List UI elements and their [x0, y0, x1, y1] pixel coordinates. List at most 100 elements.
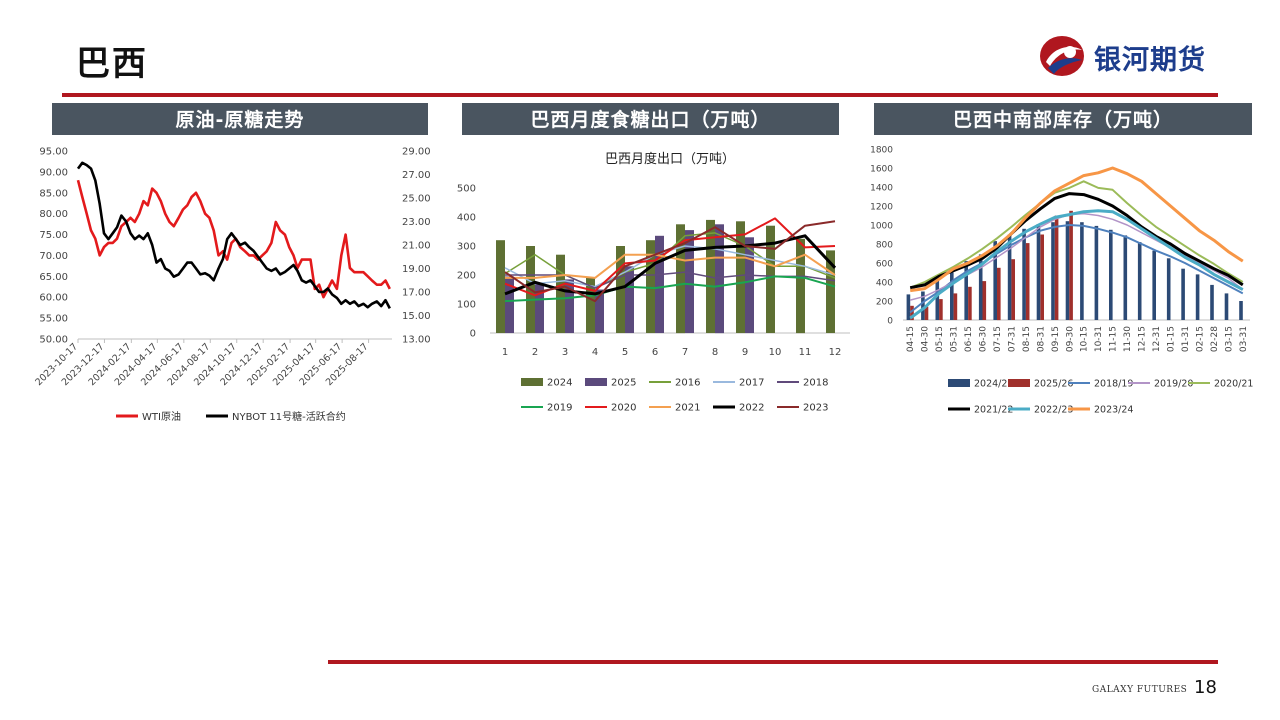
- x-tick-label: 9: [742, 347, 748, 358]
- legend-label: 2016: [675, 378, 700, 389]
- bar: [616, 246, 625, 333]
- x-tick-label: 12-31: [1152, 326, 1162, 352]
- x-tick-label: 07-15: [993, 326, 1003, 352]
- bar: [950, 272, 954, 320]
- bar: [993, 241, 997, 320]
- x-tick-label: 06-15: [964, 326, 974, 352]
- bar: [595, 289, 604, 333]
- x-tick-label: 05-31: [950, 326, 960, 352]
- bar: [1036, 224, 1041, 320]
- y-tick-label: 200: [876, 298, 893, 308]
- y-left-tick-label: 90.00: [39, 167, 68, 178]
- legend-label: 2022/23: [1034, 405, 1073, 416]
- x-tick-label: 10-31: [1094, 326, 1104, 352]
- panel-header-oil-sugar: 原油-原糖走势: [52, 103, 428, 135]
- y-right-tick-label: 29.00: [402, 147, 431, 158]
- legend-label: 2019: [547, 403, 572, 414]
- bar: [1224, 293, 1229, 320]
- bar: [565, 279, 574, 333]
- legend-label: 2024/25: [974, 379, 1013, 390]
- x-tick-label: 11-15: [1109, 326, 1119, 352]
- bar: [1040, 234, 1044, 320]
- legend-label: 2020/21: [1214, 379, 1253, 390]
- y-right-tick-label: 17.00: [402, 288, 431, 299]
- x-tick-label: 01-15: [1166, 326, 1176, 352]
- y-tick-label: 500: [457, 184, 476, 195]
- legend-label: 2025/26: [1034, 379, 1073, 390]
- x-tick-label: 8: [712, 347, 718, 358]
- y-right-tick-label: 21.00: [402, 241, 431, 252]
- legend-swatch: [1008, 379, 1030, 387]
- x-tick-label: 10-15: [1080, 326, 1090, 352]
- y-tick-label: 200: [457, 271, 476, 282]
- series-line: [909, 209, 1244, 320]
- x-tick-label: 05-15: [935, 326, 945, 352]
- y-right-tick-label: 15.00: [402, 311, 431, 322]
- x-tick-label: 07-31: [1007, 326, 1017, 352]
- bar: [625, 266, 634, 333]
- x-tick-label: 02-15: [1195, 326, 1205, 352]
- page-title: 巴西: [76, 44, 148, 84]
- bar: [953, 293, 958, 320]
- x-tick-label: 2: [532, 347, 538, 358]
- y-left-tick-label: 75.00: [39, 230, 68, 241]
- y-left-tick-label: 85.00: [39, 188, 68, 199]
- y-tick-label: 0: [470, 329, 476, 340]
- chart-title: 巴西月度出口（万吨）: [605, 151, 735, 167]
- y-tick-label: 100: [457, 300, 476, 311]
- bar: [968, 286, 972, 321]
- bar: [1022, 228, 1026, 320]
- bar: [736, 221, 745, 333]
- bar: [1152, 250, 1156, 320]
- wti-crude-line: [76, 179, 391, 299]
- bar: [535, 283, 544, 333]
- bar: [1137, 242, 1142, 320]
- bar: [1195, 274, 1200, 320]
- legend-label: 2024: [547, 378, 572, 389]
- series-line: [504, 220, 836, 303]
- y-tick-label: 1600: [870, 165, 893, 175]
- y-tick-label: 800: [876, 241, 893, 251]
- y-tick-label: 600: [876, 260, 893, 270]
- x-tick-label: 11: [799, 347, 812, 358]
- legend-label: 2018/19: [1094, 379, 1133, 390]
- y-left-tick-label: 55.00: [39, 314, 68, 325]
- bar: [556, 254, 565, 333]
- bottom-divider: [328, 660, 1218, 664]
- x-tick-label: 02-28: [1210, 326, 1220, 352]
- x-tick-label: 4: [592, 347, 598, 358]
- bar: [1065, 221, 1070, 320]
- x-tick-label: 1: [502, 347, 508, 358]
- x-tick-label: 08-15: [1022, 326, 1032, 352]
- bar: [1239, 301, 1243, 320]
- bar: [496, 240, 505, 333]
- y-left-tick-label: 95.00: [39, 147, 68, 158]
- legend-swatch: [585, 378, 607, 386]
- bar: [505, 276, 514, 333]
- x-tick-label: 08-31: [1036, 326, 1046, 352]
- galaxy-futures-logo: [1040, 36, 1084, 76]
- bar: [1025, 243, 1030, 320]
- legend-swatch: [948, 379, 970, 387]
- legend-label: 2021/22: [974, 405, 1013, 416]
- legend-label: WTI原油: [142, 410, 181, 423]
- bar: [826, 250, 835, 333]
- footer-brand: GALAXY FUTURES: [1092, 685, 1188, 695]
- bar: [978, 254, 983, 320]
- bar: [745, 237, 754, 333]
- page-number: 18: [1194, 677, 1217, 698]
- bar: [646, 240, 655, 333]
- bar: [939, 299, 943, 320]
- bar: [1210, 284, 1214, 320]
- bar: [1051, 222, 1055, 320]
- bar: [766, 225, 775, 333]
- legend-label: 2020: [611, 403, 636, 414]
- x-tick-label: 10: [769, 347, 782, 358]
- y-right-tick-label: 25.00: [402, 194, 431, 205]
- bar: [964, 261, 968, 320]
- bar: [1069, 210, 1073, 321]
- bar: [1123, 235, 1128, 320]
